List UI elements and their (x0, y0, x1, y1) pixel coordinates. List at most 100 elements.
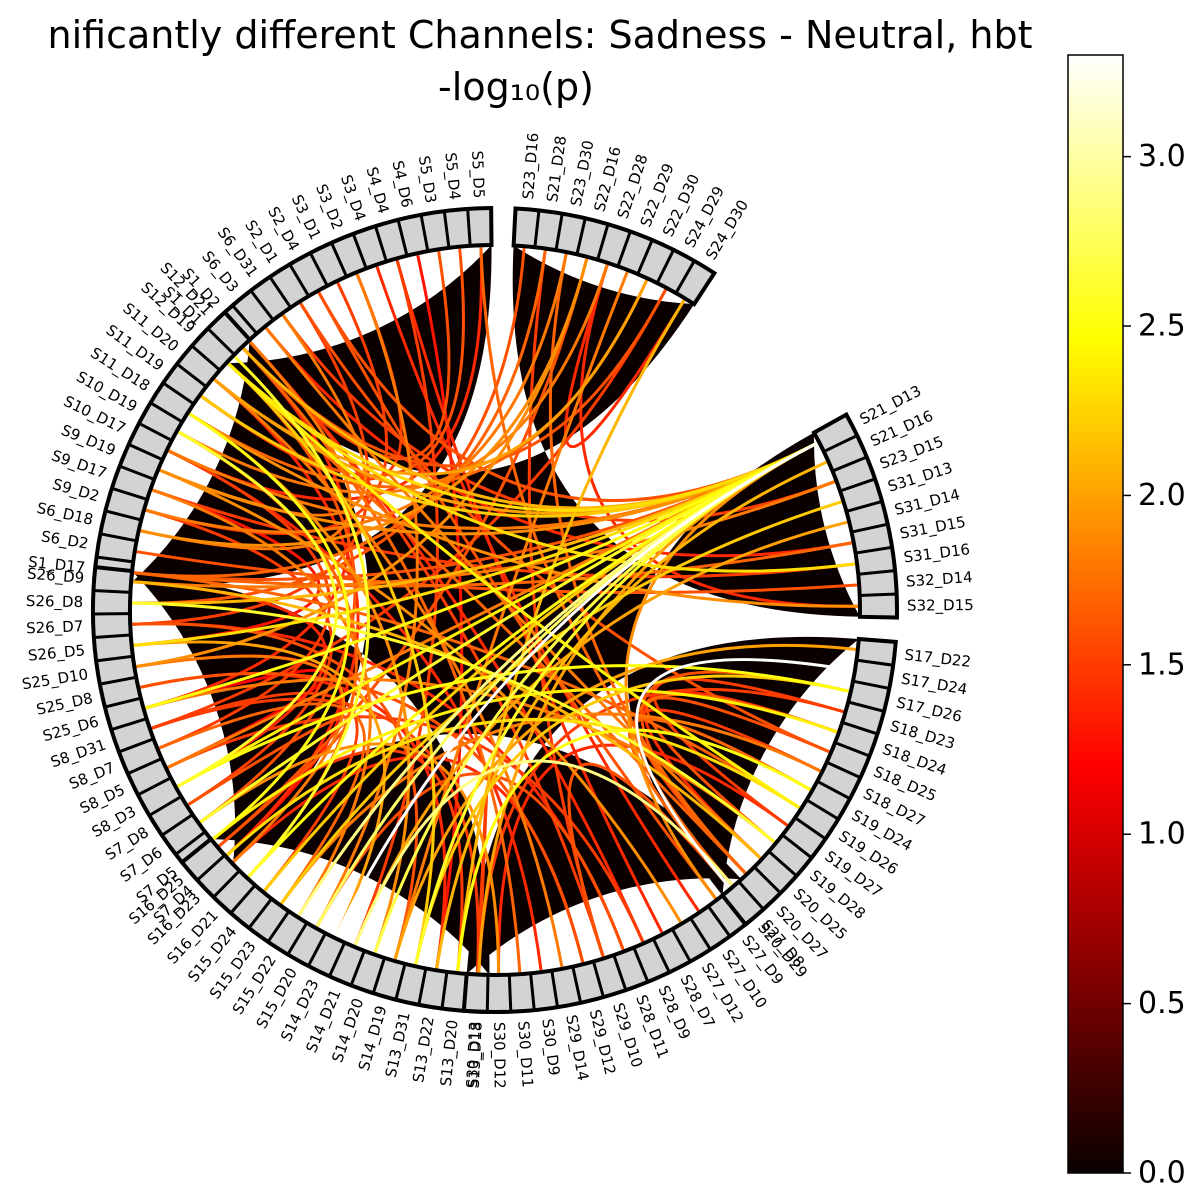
channel-divider (137, 776, 172, 797)
chord-link (265, 327, 852, 558)
channel-label: S13_D18 (465, 1021, 487, 1089)
chord-link (226, 718, 801, 857)
channel-divider (651, 938, 671, 973)
channel-divider (612, 954, 628, 991)
chord-link (497, 743, 789, 974)
channel-divider (161, 813, 194, 837)
colorbar-tick-label: 2.0 (1138, 478, 1186, 513)
channel-label: S17_D22 (904, 646, 972, 672)
channel-divider (127, 757, 163, 776)
channel-divider (330, 242, 348, 278)
channel-label: S26_D5 (27, 641, 86, 665)
channel-divider (349, 950, 366, 986)
channel-divider (266, 910, 291, 943)
channel-label: S6_D2 (40, 527, 90, 553)
chord-link (414, 674, 850, 965)
channel-label: S26_D7 (26, 617, 84, 638)
channel-label: S5_D4 (440, 152, 464, 201)
channel-divider (855, 545, 893, 555)
channel-divider (847, 700, 885, 713)
channel-divider (831, 455, 868, 473)
chord-link (375, 266, 700, 912)
channel-divider (554, 213, 564, 251)
chord-link (145, 441, 818, 710)
channel-divider (533, 210, 541, 248)
channel-divider (737, 880, 765, 911)
channel-divider (440, 971, 449, 1009)
chord-link (151, 488, 372, 917)
chord-link (227, 362, 801, 810)
channel-divider (128, 443, 164, 462)
channel-divider (858, 569, 896, 576)
channel-divider (96, 555, 134, 564)
channel-label: S4_D6 (387, 159, 416, 210)
channel-sectors (91, 205, 899, 1014)
channel-divider (96, 654, 134, 663)
channel-divider (550, 970, 560, 1008)
channel-group-7 (811, 411, 899, 620)
channel-divider (351, 233, 368, 269)
channel-divider (674, 260, 696, 294)
channel-label: S26_D8 (26, 592, 84, 612)
channel-divider (174, 830, 207, 856)
channel-divider (670, 928, 692, 963)
channel-divider (371, 957, 386, 994)
chord-link (132, 601, 776, 844)
channel-divider (839, 477, 876, 493)
channel-divider (190, 344, 221, 372)
chord-link (456, 728, 812, 972)
channel-divider (99, 675, 137, 686)
channel-divider (859, 592, 897, 598)
channel-divider (805, 798, 840, 821)
channel-divider (794, 816, 827, 841)
channel-label: S30_D12 (489, 1022, 509, 1089)
channel-label: S30_D9 (537, 1018, 563, 1077)
channel-divider (119, 464, 155, 481)
chord-link (213, 279, 649, 476)
channel-divider (231, 304, 258, 335)
chord-link (315, 273, 419, 928)
channel-divider (575, 217, 587, 255)
chord-link (652, 677, 844, 827)
colorbar-ticks: 0.0 0.5 1.0 1.5 2.0 2.5 3.0 (1123, 139, 1186, 1191)
channel-divider (834, 741, 871, 758)
channel-divider (93, 633, 131, 640)
chord-link (456, 299, 686, 972)
channel-divider (111, 486, 148, 501)
channel-divider (616, 230, 632, 267)
chord-link (227, 362, 818, 512)
channel-label: S13_D20 (437, 1019, 463, 1087)
chord-link (218, 258, 589, 848)
chord-link (133, 541, 852, 588)
channel-group-5 (461, 876, 770, 1014)
chord-link (334, 441, 818, 937)
channel-divider (632, 947, 650, 983)
channel-label: S29_D14 (561, 1013, 592, 1082)
chord-link (132, 248, 526, 605)
channel-divider (442, 211, 451, 249)
chord-link (176, 430, 338, 788)
channel-divider (247, 897, 273, 929)
channel-divider (306, 932, 327, 967)
channel-divider (823, 434, 858, 453)
colorbar-tick-label: 1.5 (1138, 647, 1186, 682)
channel-label: S6_D18 (35, 499, 95, 530)
chord-link (145, 508, 334, 806)
chord-link (159, 468, 682, 923)
channel-divider (110, 717, 148, 732)
channel-divider (767, 850, 798, 877)
chord-link (199, 742, 501, 974)
channel-divider (417, 968, 428, 1005)
channel-label: S32_D15 (907, 596, 974, 616)
channel-label: S26_D9 (26, 565, 85, 588)
channel-divider (846, 499, 883, 513)
channel-divider (753, 865, 782, 895)
chart-title: nificantly different Channels: Sadness -… (48, 13, 1033, 57)
channel-divider (196, 854, 226, 882)
channel-divider (176, 362, 208, 388)
channel-divider (851, 522, 889, 534)
colorbar-tick-label: 0.0 (1138, 1156, 1186, 1191)
channel-divider (826, 760, 861, 780)
channel-divider (816, 780, 851, 801)
chord-link (353, 259, 439, 946)
